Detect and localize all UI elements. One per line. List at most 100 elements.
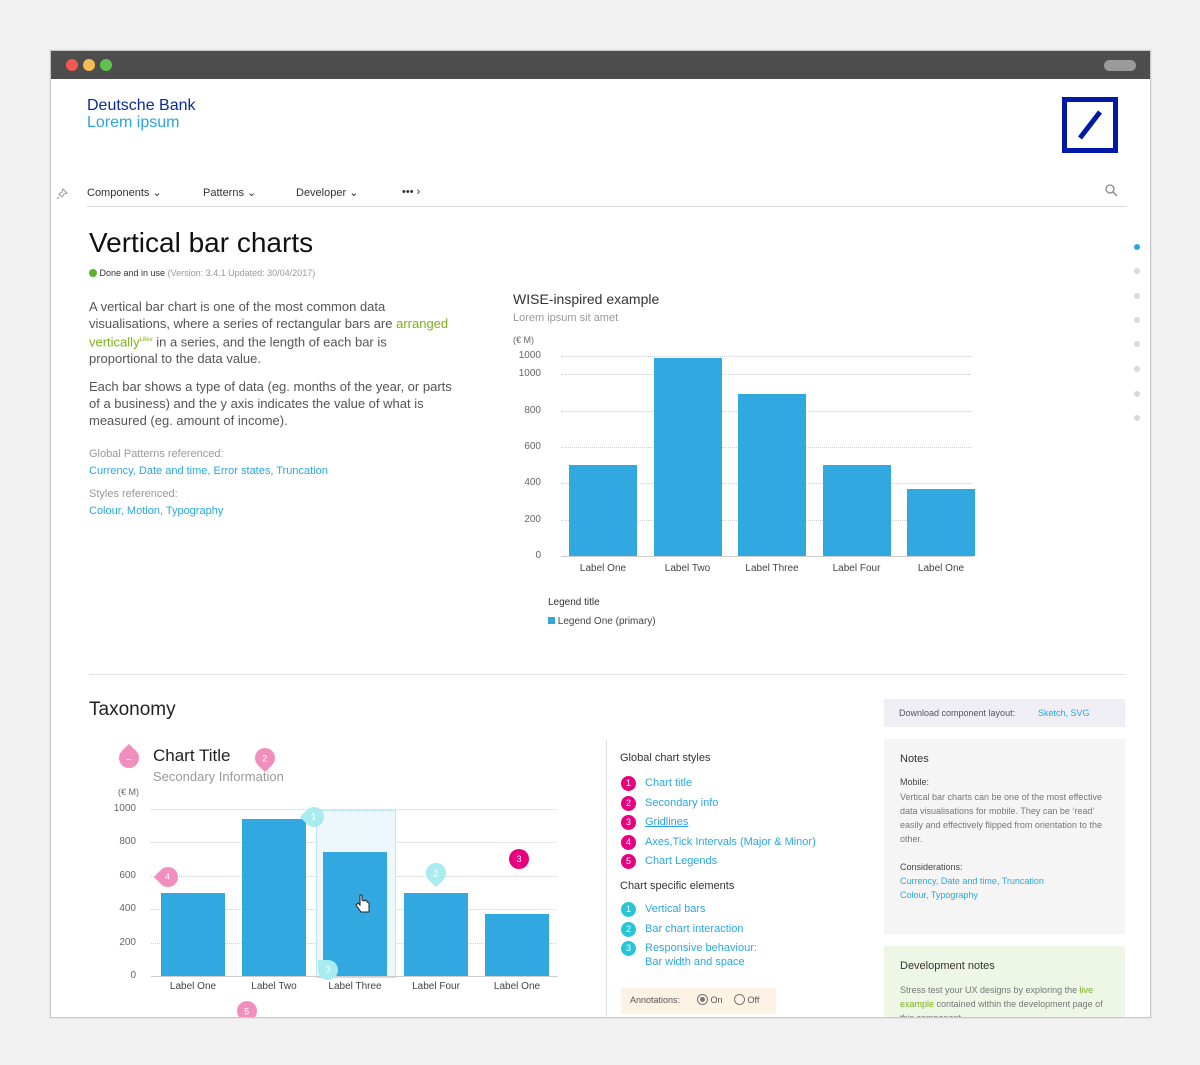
global-style-item[interactable]: Gridlines — [645, 816, 689, 828]
deutsche-bank-logo[interactable] — [1062, 97, 1118, 153]
annotation-marker-3[interactable]: 3 — [509, 849, 529, 869]
taxonomy-y-unit: (€ M) — [118, 787, 139, 797]
pin-2-label: 2 — [262, 753, 268, 764]
legend-item: Legend One (primary) — [548, 616, 656, 627]
brand-subtitle: Lorem ipsum — [87, 114, 180, 131]
section-dot[interactable] — [1134, 415, 1140, 421]
dev-notes-text-a: Stress test your UX designs by exploring… — [900, 985, 1078, 995]
annotations-on-label: On — [710, 995, 723, 1005]
search-icon[interactable] — [1105, 184, 1118, 200]
specific-element-item[interactable]: Bar width and space — [645, 956, 745, 968]
list-number-badge: 3 — [621, 815, 636, 830]
annotations-label: Annotations: — [630, 995, 681, 1005]
list-number-badge: 1 — [621, 902, 636, 917]
chart-bar[interactable] — [323, 852, 387, 976]
title-bar — [51, 51, 1150, 79]
section-dot[interactable] — [1134, 317, 1140, 323]
window-pill-control[interactable] — [1104, 60, 1136, 71]
section-dot[interactable] — [1134, 293, 1140, 299]
nav-components-label: Components — [87, 187, 150, 199]
example-y-unit: (€ M) — [513, 335, 534, 345]
list-number-badge: 1 — [621, 776, 636, 791]
annotations-off-label: Off — [747, 995, 760, 1005]
y-tick-label: 400 — [119, 903, 136, 915]
gridline — [151, 809, 556, 810]
status-line: Done and in use (Version: 3.4.1 Updated:… — [89, 268, 315, 278]
nav-developer-label: Developer — [296, 187, 347, 199]
global-style-item[interactable]: Axes,Tick Intervals (Major & Minor) — [645, 835, 816, 848]
download-label: Download component layout: — [899, 708, 1016, 718]
chart-bar[interactable] — [404, 892, 468, 976]
list-number-badge: 2 — [621, 795, 636, 811]
nav-developer[interactable]: Developer ⌄ — [296, 186, 358, 199]
y-tick-label: 600 — [119, 869, 136, 881]
specific-element-item[interactable]: Vertical bars — [645, 903, 706, 915]
nav-components[interactable]: Components ⌄ — [87, 186, 162, 199]
styles-links[interactable]: Colour, Motion, Typography — [89, 505, 224, 517]
global-style-item[interactable]: Chart Legends — [645, 855, 718, 867]
x-tick-label: Label Four — [832, 563, 881, 574]
list-number-badge: 3 — [621, 941, 636, 956]
specific-element-item[interactable]: Responsive behaviour: — [645, 942, 757, 954]
notes-considerations-links[interactable]: Currency, Date and time, Truncation — [900, 876, 1044, 886]
section-dot-active[interactable] — [1134, 244, 1140, 250]
pin-teal-3-label: 3 — [325, 964, 331, 975]
pin-icon[interactable] — [56, 187, 68, 205]
global-style-item[interactable]: Chart title — [645, 777, 693, 789]
dev-notes-text-b: contained within the — [936, 999, 1017, 1009]
close-window-button[interactable] — [66, 59, 78, 71]
chart-bar[interactable] — [161, 892, 225, 976]
arranged-vertically-link[interactable]: arranged vertically — [89, 316, 449, 350]
chart-bar[interactable] — [569, 465, 637, 556]
description-paragraph-2: Each bar shows a type of data (eg. month… — [89, 379, 452, 428]
version-text: (Version: 3.4.1 Updated: 30/04/2017) — [167, 268, 316, 278]
chart-specific-heading: Chart specific elements — [620, 880, 735, 892]
taxonomy-chart: 1000 800 600 400 200 0 Label One Label Two Label… — [101, 799, 571, 999]
chevron-down-icon: ⌄ — [152, 187, 162, 199]
chart-bar[interactable] — [738, 394, 806, 556]
brand-name[interactable]: Deutsche Bank — [87, 97, 196, 114]
pin-4-label: 4 — [165, 871, 171, 882]
specific-element-item[interactable]: Bar chart interaction — [645, 923, 744, 935]
annotation-pin-teal-3[interactable]: 3 — [318, 960, 338, 980]
download-links[interactable]: Sketch, SVG — [1038, 708, 1090, 718]
global-patterns-links[interactable]: Currency, Date and time, Error states, T… — [89, 465, 328, 477]
annotation-pin-1[interactable]: – — [114, 743, 144, 773]
annotations-off-radio[interactable]: Off — [734, 994, 759, 1005]
notes-considerations-links-2[interactable]: Colour, Typography — [900, 890, 978, 900]
minimize-window-button[interactable] — [83, 59, 95, 71]
chevron-down-icon: ⌄ — [349, 187, 359, 199]
section-dot[interactable] — [1134, 391, 1140, 397]
section-dot[interactable] — [1134, 268, 1140, 274]
chart-bar[interactable] — [653, 357, 722, 556]
x-tick-label: Label Four — [412, 981, 460, 992]
notes-considerations-label: Considerations: — [900, 862, 963, 872]
annotation-pin-2[interactable]: 2 — [250, 743, 280, 773]
annotations-toggle-box: Annotations: On Off — [621, 988, 776, 1014]
chart-bar[interactable] — [822, 465, 891, 556]
chart-bar[interactable] — [242, 819, 306, 976]
live-example-link[interactable]: live example — [900, 985, 1094, 1009]
x-axis — [561, 556, 973, 557]
section-dot[interactable] — [1134, 366, 1140, 372]
chart-bar[interactable] — [907, 488, 975, 556]
taxonomy-heading: Taxonomy — [89, 699, 176, 720]
y-tick-label: 0 — [130, 970, 136, 981]
annotations-on-radio[interactable]: On — [697, 994, 723, 1005]
global-style-item[interactable]: Secondary info — [645, 796, 719, 809]
notes-title: Notes — [900, 753, 929, 765]
example-chart-title: WISE-inspired example — [513, 291, 660, 307]
y-tick-label: 800 — [119, 836, 136, 848]
list-number-badge: 5 — [621, 854, 636, 869]
section-dot[interactable] — [1134, 341, 1140, 347]
chart-bar[interactable] — [485, 914, 549, 976]
nav-more[interactable]: ••• › — [402, 186, 420, 198]
nav-patterns[interactable]: Patterns ⌄ — [203, 186, 256, 199]
pin-teal-2-label: 2 — [433, 868, 439, 879]
maximize-window-button[interactable] — [100, 59, 112, 71]
description-text-b: in a series, and the length of each bar … — [89, 334, 387, 367]
main-nav: Components ⌄ Patterns ⌄ Developer ⌄ ••• … — [87, 182, 1127, 207]
notes-mobile-text: Vertical bar charts can be one of the mo… — [900, 792, 1102, 844]
dev-notes-text-c: development page of this component — [900, 999, 1103, 1018]
annotation-pin-5[interactable]: 5 — [232, 996, 262, 1017]
